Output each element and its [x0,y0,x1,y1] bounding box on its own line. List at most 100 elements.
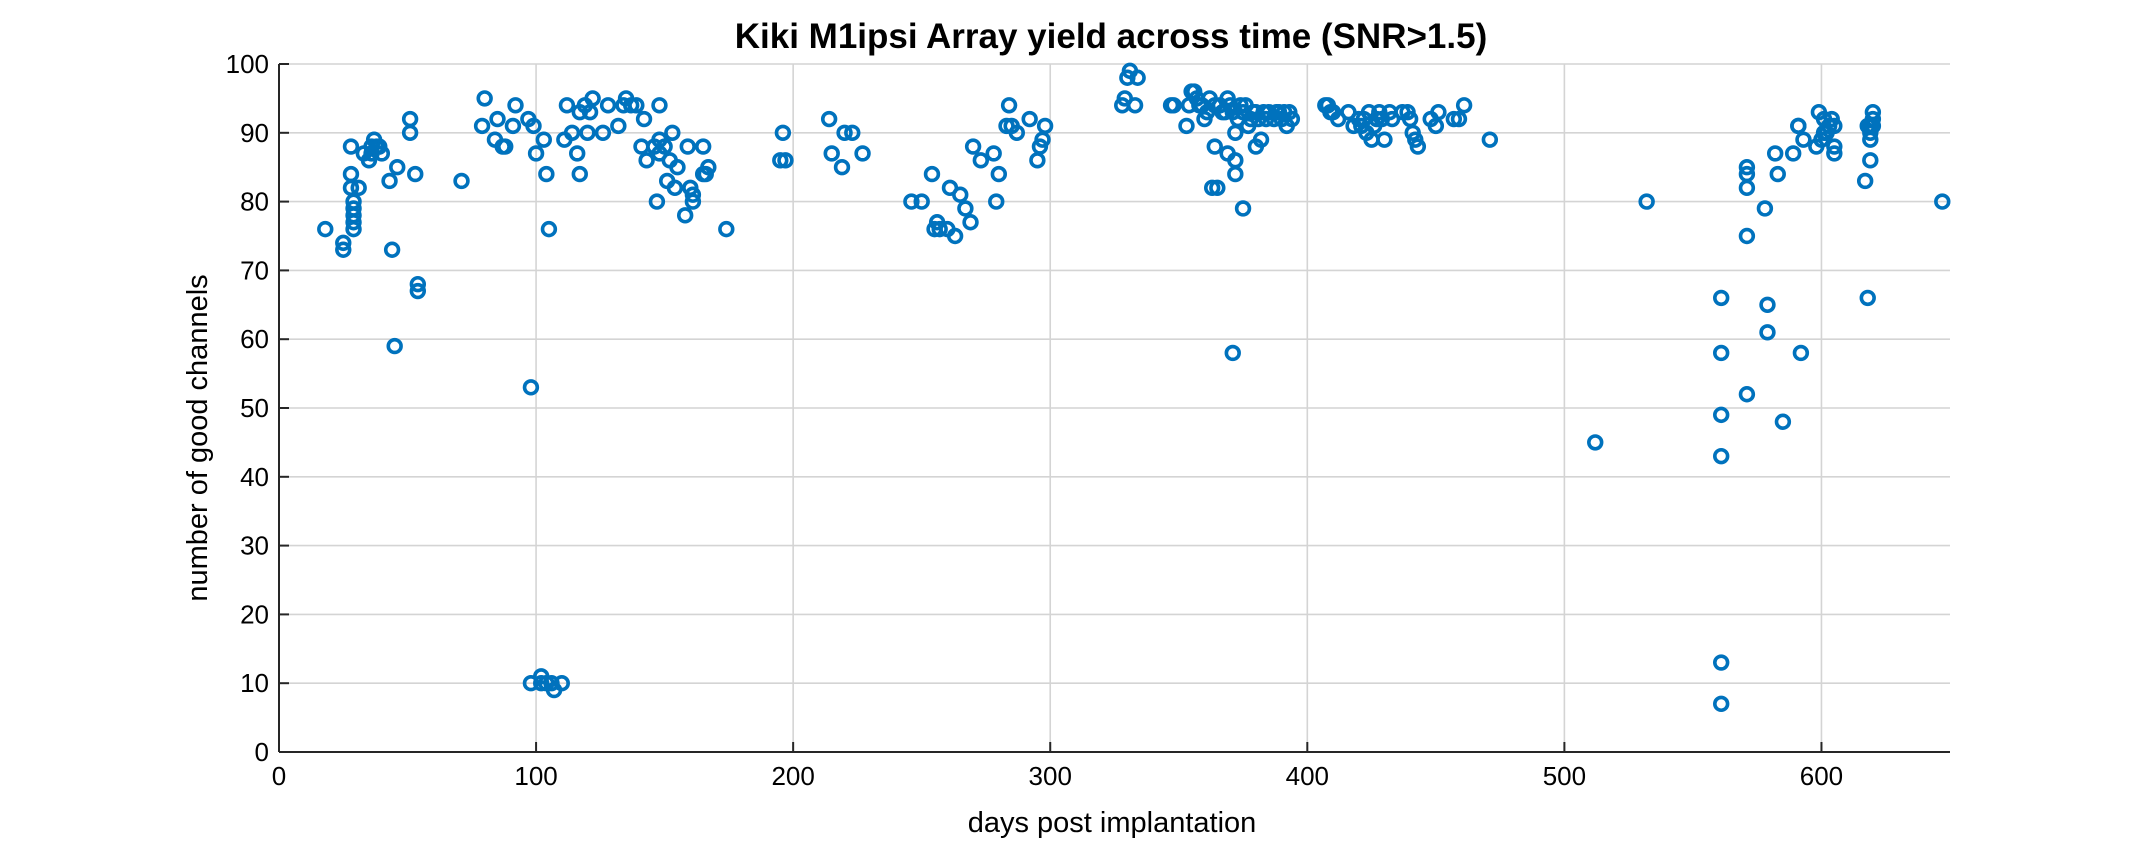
data-point [584,90,601,107]
data-point [594,124,612,142]
data-point [610,117,627,135]
data-point [718,220,735,238]
data-point [972,152,990,169]
data-point [1713,447,1730,465]
data-point [383,241,401,258]
data-point [777,152,794,169]
x-tick-label: 200 [771,761,814,791]
data-point [525,117,542,135]
data-points [317,62,1951,713]
y-tick-label: 90 [240,118,269,148]
x-tick-label: 600 [1800,761,1843,791]
grid [278,63,1950,753]
data-point [401,124,419,142]
data-point [1826,117,1843,135]
data-point [962,214,979,231]
data-point [342,138,360,155]
data-point [635,110,653,128]
data-point [409,282,427,300]
data-point [913,193,930,210]
data-point [1713,654,1730,671]
data-point [504,117,522,135]
data-point [473,117,491,135]
y-tick-label: 20 [240,599,269,629]
data-point [988,193,1005,210]
data-point [535,131,552,148]
data-point [1129,69,1146,86]
data-point [1792,344,1810,362]
data-point [923,165,941,183]
data-point [985,145,1002,162]
data-point [1000,97,1018,114]
data-point [633,138,650,155]
data-point [1795,131,1812,148]
data-point [1376,131,1393,148]
data-point [527,145,545,162]
data-point [656,138,673,155]
data-point [1826,145,1843,162]
y-tick-label: 10 [240,668,269,698]
data-point [1227,165,1244,183]
data-point [538,165,555,183]
data-point [836,124,853,142]
x-tick-label: 100 [514,761,557,791]
data-point [1738,179,1756,197]
data-point [1165,97,1182,114]
data-point [1450,110,1468,128]
data-point [1409,138,1427,155]
data-point [823,145,840,162]
data-point [489,110,506,128]
data-point [350,179,367,197]
data-point [820,110,838,128]
data-point [651,97,668,114]
data-point [772,152,789,169]
data-point [1234,200,1252,217]
x-axis-label: days post implantation [968,807,1257,839]
data-point [1029,152,1046,169]
data-point [1224,344,1241,362]
data-point [401,110,419,128]
data-point [373,145,391,162]
y-tick-label: 40 [240,462,269,492]
data-point [1774,413,1792,430]
y-tick-label: 30 [240,531,269,561]
data-point [1859,289,1876,307]
data-point [684,186,702,203]
data-point [1790,117,1807,135]
x-tick-label: 300 [1029,761,1072,791]
data-point [638,152,655,169]
data-point [833,159,851,176]
data-point [389,159,406,176]
data-point [553,674,570,692]
data-point [345,220,362,238]
data-point [569,145,586,162]
x-tick-label: 400 [1286,761,1329,791]
data-point [1481,131,1499,148]
x-tick-label: 500 [1543,761,1586,791]
data-point [1738,159,1756,176]
data-point [1008,124,1026,142]
data-point [507,97,524,114]
data-point [664,124,681,142]
data-point [540,220,558,238]
data-point [1036,117,1054,135]
data-point [381,172,398,190]
data-point [648,193,666,210]
data-point [1766,145,1784,162]
data-point [335,241,352,258]
data-point [1178,117,1195,135]
data-point [579,124,596,142]
data-point [669,159,686,176]
data-point [1826,138,1843,155]
data-point [1738,386,1756,403]
data-point [335,234,352,252]
data-point [342,165,360,183]
data-point [476,90,493,107]
x-tick-label: 0 [272,761,286,791]
data-point [386,337,403,355]
data-point [1713,289,1730,307]
data-point [964,138,982,155]
data-point [694,138,712,155]
data-point [453,172,470,190]
